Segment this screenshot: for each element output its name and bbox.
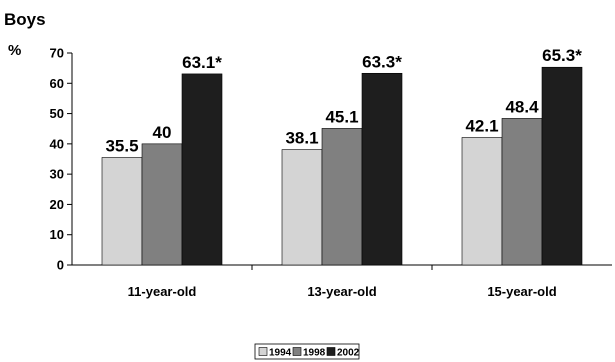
legend-label-1994: 1994 <box>269 348 292 359</box>
y-tick-label: 0 <box>57 258 64 273</box>
data-label-13-year-old-1998: 45.1 <box>325 107 358 126</box>
legend-swatch-1994 <box>258 347 268 356</box>
bar-15-year-old-1998 <box>501 118 543 266</box>
y-tick-label: 40 <box>50 136 64 151</box>
bar-11-year-old-1998 <box>141 143 183 266</box>
y-tick-label: 20 <box>50 197 64 212</box>
y-tick-label: 50 <box>50 106 64 121</box>
chart-title: Boys <box>4 10 46 29</box>
legend-label-2002: 2002 <box>337 348 360 359</box>
x-tick-label-11-year-old: 11-year-old <box>128 284 197 299</box>
legend: 1994 1998 2002 <box>254 343 360 360</box>
x-tick-labels: 11-year-old 13-year-old 15-year-old <box>128 284 557 299</box>
bars: 35.5 40 63.1* 38.1 45.1 63.3* 42.1 48.4 65.3* <box>101 46 583 266</box>
bar-13-year-old-2002 <box>361 72 403 266</box>
y-axis-unit: % <box>8 42 21 59</box>
bar-15-year-old-2002 <box>541 66 583 266</box>
bar-15-year-old-1994 <box>461 137 503 266</box>
bar-11-year-old-1994 <box>101 157 143 266</box>
y-tick-label: 30 <box>50 167 64 182</box>
data-label-15-year-old-2002: 65.3* <box>542 46 582 65</box>
data-label-11-year-old-2002: 63.1* <box>182 53 222 72</box>
legend-swatch-2002 <box>326 347 336 356</box>
data-label-13-year-old-1994: 38.1 <box>285 129 318 148</box>
bar-11-year-old-2002 <box>181 73 223 266</box>
legend-swatch-1998 <box>292 347 302 356</box>
y-tick-label: 60 <box>50 76 64 91</box>
data-label-11-year-old-1994: 35.5 <box>105 136 138 155</box>
bar-13-year-old-1994 <box>281 149 323 266</box>
x-tick-label-15-year-old: 15-year-old <box>487 284 556 299</box>
data-label-13-year-old-2002: 63.3* <box>362 52 402 71</box>
bar-13-year-old-1998 <box>321 128 363 266</box>
data-label-15-year-old-1998: 48.4 <box>505 97 539 116</box>
data-label-15-year-old-1994: 42.1 <box>465 116 498 135</box>
y-tick-label: 70 <box>50 46 64 61</box>
x-tick-label-13-year-old: 13-year-old <box>307 284 376 299</box>
y-tick-label: 10 <box>50 227 64 242</box>
data-label-11-year-old-1998: 40 <box>153 123 172 142</box>
legend-label-1998: 1998 <box>303 348 326 359</box>
